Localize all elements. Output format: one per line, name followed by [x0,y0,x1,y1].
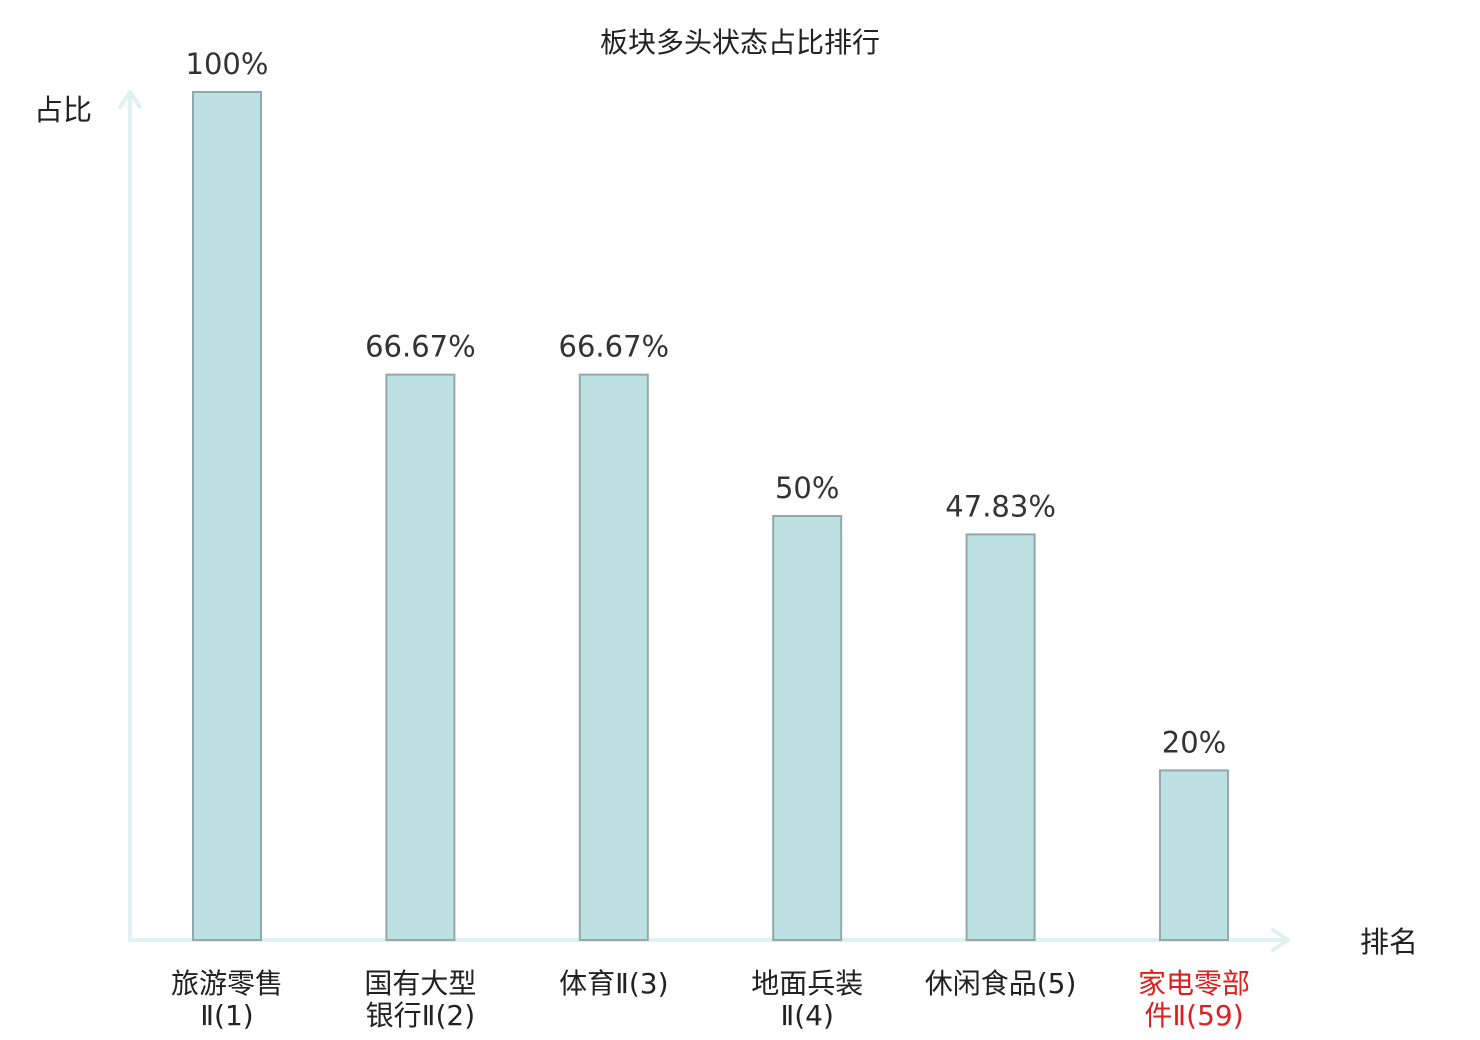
y-axis-label: 占比 [34,93,92,127]
axes [118,90,1290,952]
value-label-6: 20% [1162,725,1226,759]
chart-title: 板块多头状态占比排行 [600,26,880,59]
category-label-1-line-2: Ⅱ(1) [200,999,253,1032]
category-label-3-line-1: 体育Ⅱ(3) [559,967,668,1000]
category-label-2-line-2: 银行Ⅱ(2) [366,999,475,1032]
value-labels: 100% 66.67% 66.67% 50% 47.83% 20% [186,47,1227,759]
y-axis-arrow [118,90,142,109]
bars [192,91,1229,942]
x-axis-label: 排名 [1360,925,1418,959]
value-label-3: 66.67% [559,330,670,364]
bar-6 [1159,769,1229,942]
value-label-5: 47.83% [945,489,1056,523]
category-label-1-line-1: 旅游零售 [171,967,283,1000]
bar-1 [192,91,262,941]
category-label-2-line-1: 国有大型 [364,967,476,1000]
category-label-4-line-1: 地面兵装 [751,967,863,1000]
category-label-5-line-1: 休闲食品(5) [925,967,1077,1000]
category-label-6-line-1: 家电零部 [1138,967,1250,1000]
bar-5 [965,533,1036,941]
bar-3 [578,373,649,941]
value-label-4: 50% [775,471,839,505]
bar-2 [385,373,456,941]
value-label-1: 100% [186,47,269,81]
category-label-4-line-2: Ⅱ(4) [780,999,833,1032]
value-label-2: 66.67% [365,330,476,364]
x-axis-arrow [1271,928,1290,952]
bar-4 [772,515,843,941]
category-label-6-line-2: 件Ⅱ(59) [1144,999,1243,1032]
